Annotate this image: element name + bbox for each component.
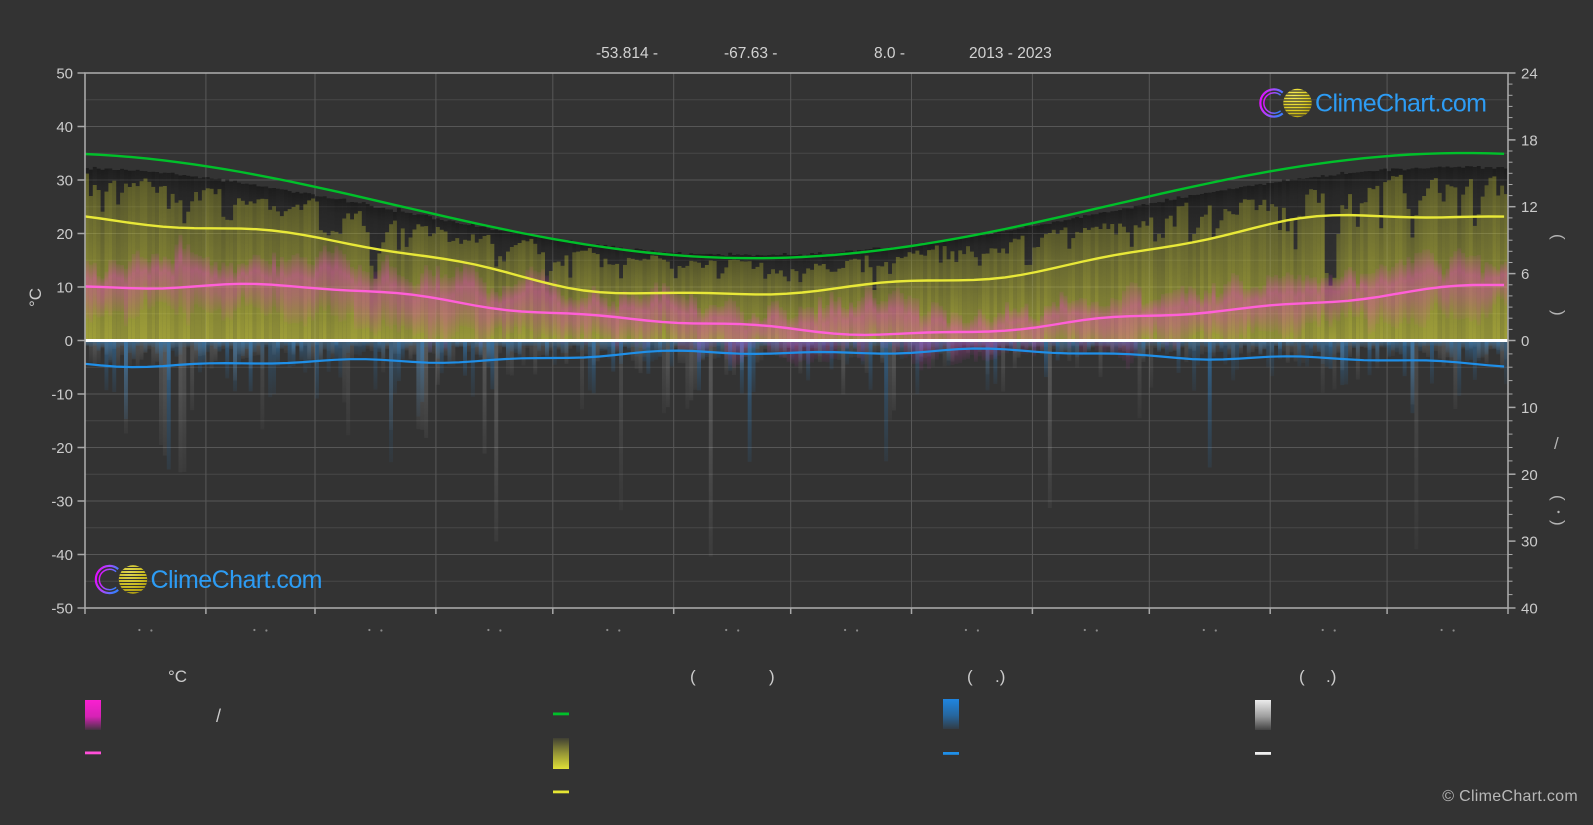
svg-text:20: 20: [56, 226, 73, 243]
svg-text:30: 30: [1521, 534, 1538, 551]
svg-text:10: 10: [56, 280, 73, 297]
svg-text:(: (: [1299, 667, 1305, 686]
svg-text:/: /: [216, 706, 221, 726]
svg-text:2013 - 2023: 2013 - 2023: [969, 45, 1052, 62]
svg-text:18: 18: [1521, 132, 1538, 149]
svg-text:-30: -30: [51, 494, 73, 511]
svg-text:.): .): [1326, 667, 1336, 686]
svg-text:© ClimeChart.com: © ClimeChart.com: [1442, 788, 1578, 805]
svg-text:40: 40: [56, 119, 73, 136]
svg-text:0: 0: [1521, 333, 1529, 350]
svg-text:-50: -50: [51, 601, 73, 618]
svg-text:(: (: [1549, 495, 1568, 501]
svg-text:-53.814 -: -53.814 -: [596, 45, 658, 62]
svg-text:30: 30: [56, 173, 73, 190]
svg-text:(: (: [690, 667, 696, 686]
svg-text:10: 10: [1521, 400, 1538, 417]
svg-text:/: /: [1554, 434, 1559, 453]
svg-text:°C: °C: [26, 288, 45, 307]
svg-text:-20: -20: [51, 440, 73, 457]
svg-text:-40: -40: [51, 547, 73, 564]
svg-text:): ): [769, 667, 775, 686]
svg-text:.): .): [995, 667, 1005, 686]
svg-text:40: 40: [1521, 601, 1538, 618]
svg-text:50: 50: [56, 66, 73, 83]
svg-text:0: 0: [65, 333, 73, 350]
svg-text:8.0 -: 8.0 -: [874, 45, 905, 62]
svg-text:20: 20: [1521, 467, 1538, 484]
svg-text:(: (: [967, 667, 973, 686]
svg-text:-10: -10: [51, 387, 73, 404]
svg-text:24: 24: [1521, 66, 1538, 83]
svg-text:(: (: [1549, 234, 1568, 240]
svg-text:6: 6: [1521, 266, 1529, 283]
svg-text:°C: °C: [168, 667, 187, 686]
svg-text:ClimeChart.com: ClimeChart.com: [151, 566, 323, 594]
svg-text:): ): [1549, 310, 1568, 316]
svg-text:ClimeChart.com: ClimeChart.com: [1315, 90, 1487, 118]
svg-text:): ): [1549, 520, 1568, 526]
svg-text:12: 12: [1521, 199, 1538, 216]
svg-text:-67.63 -: -67.63 -: [724, 45, 777, 62]
